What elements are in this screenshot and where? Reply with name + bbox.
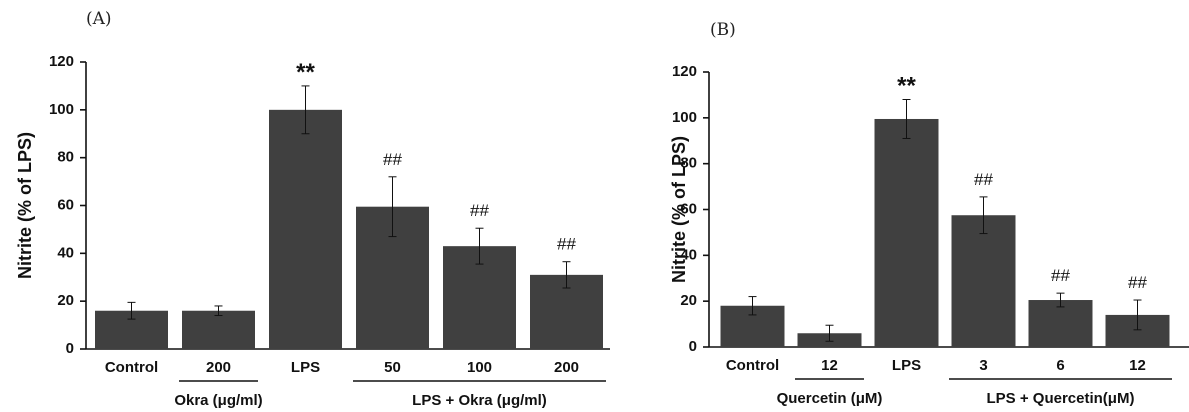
x-category-label: 6 [1056, 357, 1064, 374]
group-label: Okra (μg/ml) [174, 392, 262, 409]
y-tick-label: 20 [680, 292, 697, 309]
y-tick-label: 0 [66, 340, 74, 357]
x-category-label: 3 [979, 357, 987, 374]
y-tick-label: 80 [680, 155, 697, 172]
bar [951, 215, 1016, 347]
x-category-label: Control [105, 359, 158, 376]
significance-label: ## [1128, 273, 1147, 292]
y-tick-label: 40 [680, 246, 697, 263]
y-tick-label: 100 [49, 101, 74, 118]
bar [1028, 300, 1093, 347]
bar [874, 118, 939, 348]
y-tick-label: 60 [57, 196, 74, 213]
group-label: LPS + Okra (μg/ml) [412, 392, 547, 409]
group-label: LPS + Quercetin(μM) [987, 390, 1135, 407]
panel-letter: (A) [86, 9, 112, 29]
x-category-label: LPS [892, 357, 921, 374]
significance-label: ## [383, 150, 402, 169]
significance-label: ## [557, 235, 576, 254]
x-category-label: Control [726, 357, 779, 374]
x-category-label: LPS [291, 359, 320, 376]
y-tick-label: 60 [680, 200, 697, 217]
x-category-label: 12 [821, 357, 838, 374]
y-tick-label: 80 [57, 149, 74, 166]
significance-label: ## [470, 201, 489, 220]
x-category-label: 50 [384, 359, 401, 376]
x-category-label: 200 [206, 359, 231, 376]
panel-letter: (B) [710, 20, 736, 40]
chart-panel-b: (B) Nitrite (% of LPS) 0 20 40 60 80 100 120 Cont… [669, 20, 1189, 407]
x-category-label: 12 [1129, 357, 1146, 374]
y-axis-label: Nitrite (% of LPS) [669, 136, 689, 283]
chart-panel-a: (A) Nitrite (% of LPS) 0 20 40 60 80 100 120 Cont… [15, 9, 610, 409]
bar [269, 109, 342, 349]
y-tick-label: 120 [672, 63, 697, 80]
group-label: Quercetin (μM) [777, 390, 883, 407]
significance-label: ## [1051, 266, 1070, 285]
y-tick-label: 20 [57, 292, 74, 309]
y-tick-label: 0 [689, 338, 697, 355]
significance-label: ## [974, 170, 993, 189]
significance-label: ** [897, 73, 916, 100]
y-tick-label: 40 [57, 244, 74, 261]
y-axis-label: Nitrite (% of LPS) [15, 132, 35, 279]
x-category-label: 100 [467, 359, 492, 376]
significance-label: ** [296, 59, 315, 86]
x-category-label: 200 [554, 359, 579, 376]
bar [182, 310, 255, 349]
y-tick-label: 100 [672, 109, 697, 126]
y-tick-label: 120 [49, 53, 74, 70]
